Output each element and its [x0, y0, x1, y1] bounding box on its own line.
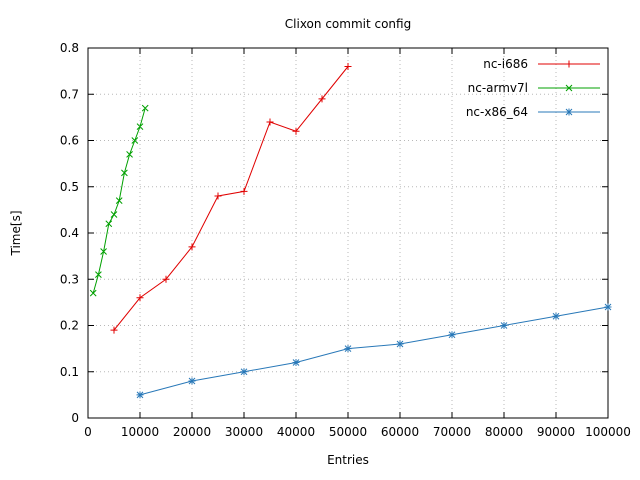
y-tick-label: 0.5: [60, 180, 79, 194]
x-tick-label: 90000: [537, 425, 575, 439]
x-tick-label: 80000: [485, 425, 523, 439]
x-tick-label: 60000: [381, 425, 419, 439]
y-tick-label: 0.3: [60, 272, 79, 286]
y-tick-label: 0.8: [60, 41, 79, 55]
legend-sample-marker-nc-i686: [565, 60, 573, 68]
legend-sample-marker-nc-x86_64: [565, 108, 573, 116]
x-tick-label: 50000: [329, 425, 367, 439]
x-tick-label: 100000: [585, 425, 631, 439]
x-axis-label: Entries: [327, 453, 369, 467]
chart-title: Clixon commit config: [285, 17, 411, 31]
y-tick-label: 0: [71, 411, 79, 425]
legend-label-nc-i686: nc-i686: [483, 57, 528, 71]
x-tick-label: 10000: [121, 425, 159, 439]
series-markers-nc-armv7l: [89, 104, 149, 297]
y-tick-label: 0.6: [60, 134, 79, 148]
x-tick-label: 70000: [433, 425, 471, 439]
x-tick-label: 0: [84, 425, 92, 439]
y-tick-label: 0.4: [60, 226, 79, 240]
y-tick-label: 0.1: [60, 365, 79, 379]
series-line-nc-i686: [113, 66, 349, 331]
y-tick-label: 0.2: [60, 319, 79, 333]
x-tick-label: 20000: [173, 425, 211, 439]
series-markers-nc-x86_64: [136, 303, 612, 399]
series-markers-nc-i686: [110, 63, 352, 334]
y-axis-label: Time[s]: [9, 211, 23, 257]
x-tick-label: 30000: [225, 425, 263, 439]
x-tick-label: 40000: [277, 425, 315, 439]
y-tick-label: 0.7: [60, 87, 79, 101]
legend-label-nc-armv7l: nc-armv7l: [468, 81, 528, 95]
series-line-nc-x86_64: [139, 306, 609, 396]
legend-label-nc-x86_64: nc-x86_64: [466, 105, 528, 119]
legend-sample-marker-nc-armv7l: [565, 84, 573, 92]
